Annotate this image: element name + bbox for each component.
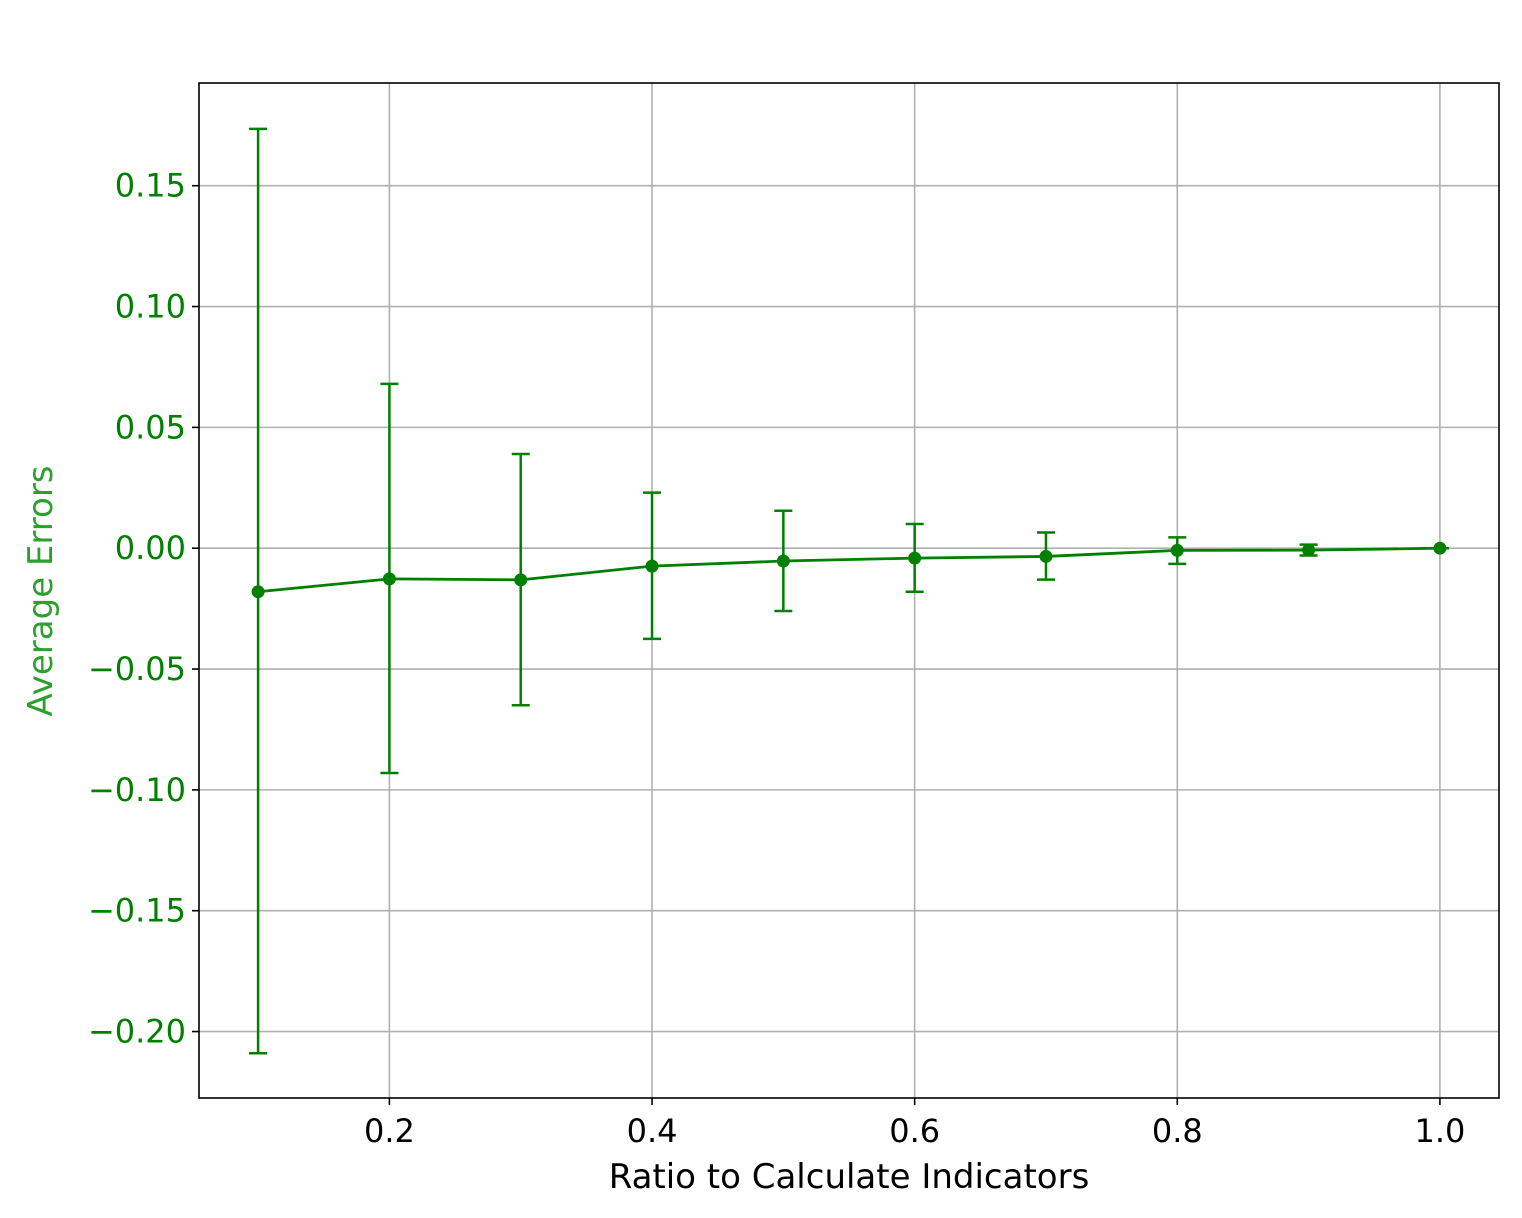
data-point xyxy=(1170,543,1184,557)
x-tick-label: 1.0 xyxy=(1414,1112,1465,1150)
series-line xyxy=(257,546,1440,594)
y-tick-label: 0.15 xyxy=(115,167,186,205)
grid-lines xyxy=(199,83,1499,1098)
x-axis-label: Ratio to Calculate Indicators xyxy=(609,1157,1090,1197)
data-point xyxy=(1039,549,1053,563)
y-tick-label: −0.20 xyxy=(88,1013,186,1051)
data-point xyxy=(1302,543,1316,557)
data-point xyxy=(514,573,528,587)
data-point xyxy=(1433,541,1447,555)
data-point xyxy=(908,551,922,565)
y-axis-label: Average Errors xyxy=(21,465,61,716)
y-tick-label: 0.05 xyxy=(115,408,186,446)
y-tick-label: 0.00 xyxy=(115,529,186,567)
y-tick-label: 0.10 xyxy=(115,288,186,326)
x-tick-label: 0.6 xyxy=(889,1112,940,1150)
x-tick-label: 0.4 xyxy=(627,1112,678,1150)
data-point xyxy=(251,585,265,599)
y-tick-label: −0.15 xyxy=(88,892,186,930)
y-tick-label: −0.05 xyxy=(88,650,186,688)
data-point xyxy=(776,554,790,568)
y-tick-label: −0.10 xyxy=(88,771,186,809)
plot-frame xyxy=(198,82,1500,1099)
axes: 0.2 0.4 0.6 0.8 1.0 0.15 0.10 0.05 0.00 −0.05 −0.1… xyxy=(88,167,1465,1150)
x-tick-label: 0.8 xyxy=(1152,1112,1203,1150)
x-tick-label: 0.2 xyxy=(364,1112,415,1150)
data-point xyxy=(645,559,659,573)
data-point xyxy=(382,572,396,586)
data-series xyxy=(249,127,1449,1055)
